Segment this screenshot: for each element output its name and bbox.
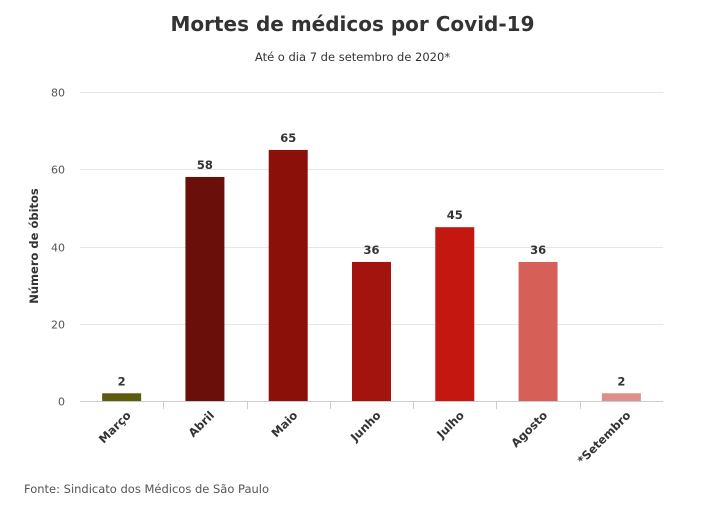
x-axis-categories: Março Abril Maio Junho Julho Agosto *Setembro (96, 408, 634, 467)
data-label: 2 (617, 374, 625, 388)
data-label: 36 (363, 243, 379, 257)
category-label: Junho (347, 408, 384, 445)
y-tick-label: 60 (51, 164, 65, 177)
data-label: 65 (280, 131, 296, 145)
bars (102, 149, 641, 401)
bar (268, 149, 308, 401)
category-label: Julho (433, 408, 467, 442)
chart-subtitle: Até o dia 7 de setembro de 2020* (254, 50, 451, 64)
data-labels: 2 58 65 36 45 36 2 (118, 131, 626, 388)
bar (518, 261, 558, 401)
y-axis-ticks: 0 20 40 60 80 (51, 87, 65, 409)
chart-title: Mortes de médicos por Covid-19 (170, 12, 535, 36)
data-label: 58 (197, 158, 213, 172)
bar (185, 176, 225, 401)
category-label: Maio (268, 408, 300, 440)
bar (102, 393, 142, 401)
category-label: Abril (185, 408, 217, 440)
bar (435, 227, 475, 401)
data-label: 45 (447, 208, 463, 222)
x-axis-ticks (163, 401, 581, 409)
bar (352, 261, 391, 401)
y-axis-label: Número de óbitos (27, 188, 41, 304)
source-note: Fonte: Sindicato dos Médicos de São Paul… (24, 482, 270, 496)
y-tick-label: 80 (51, 87, 65, 100)
bar (601, 393, 641, 401)
category-label: Agosto (508, 408, 550, 450)
data-label: 36 (530, 243, 546, 257)
category-label: *Setembro (575, 408, 634, 467)
y-tick-label: 20 (51, 319, 65, 332)
y-tick-label: 0 (58, 396, 65, 409)
data-label: 2 (118, 374, 126, 388)
category-label: Março (96, 408, 134, 446)
y-tick-label: 40 (51, 242, 65, 255)
